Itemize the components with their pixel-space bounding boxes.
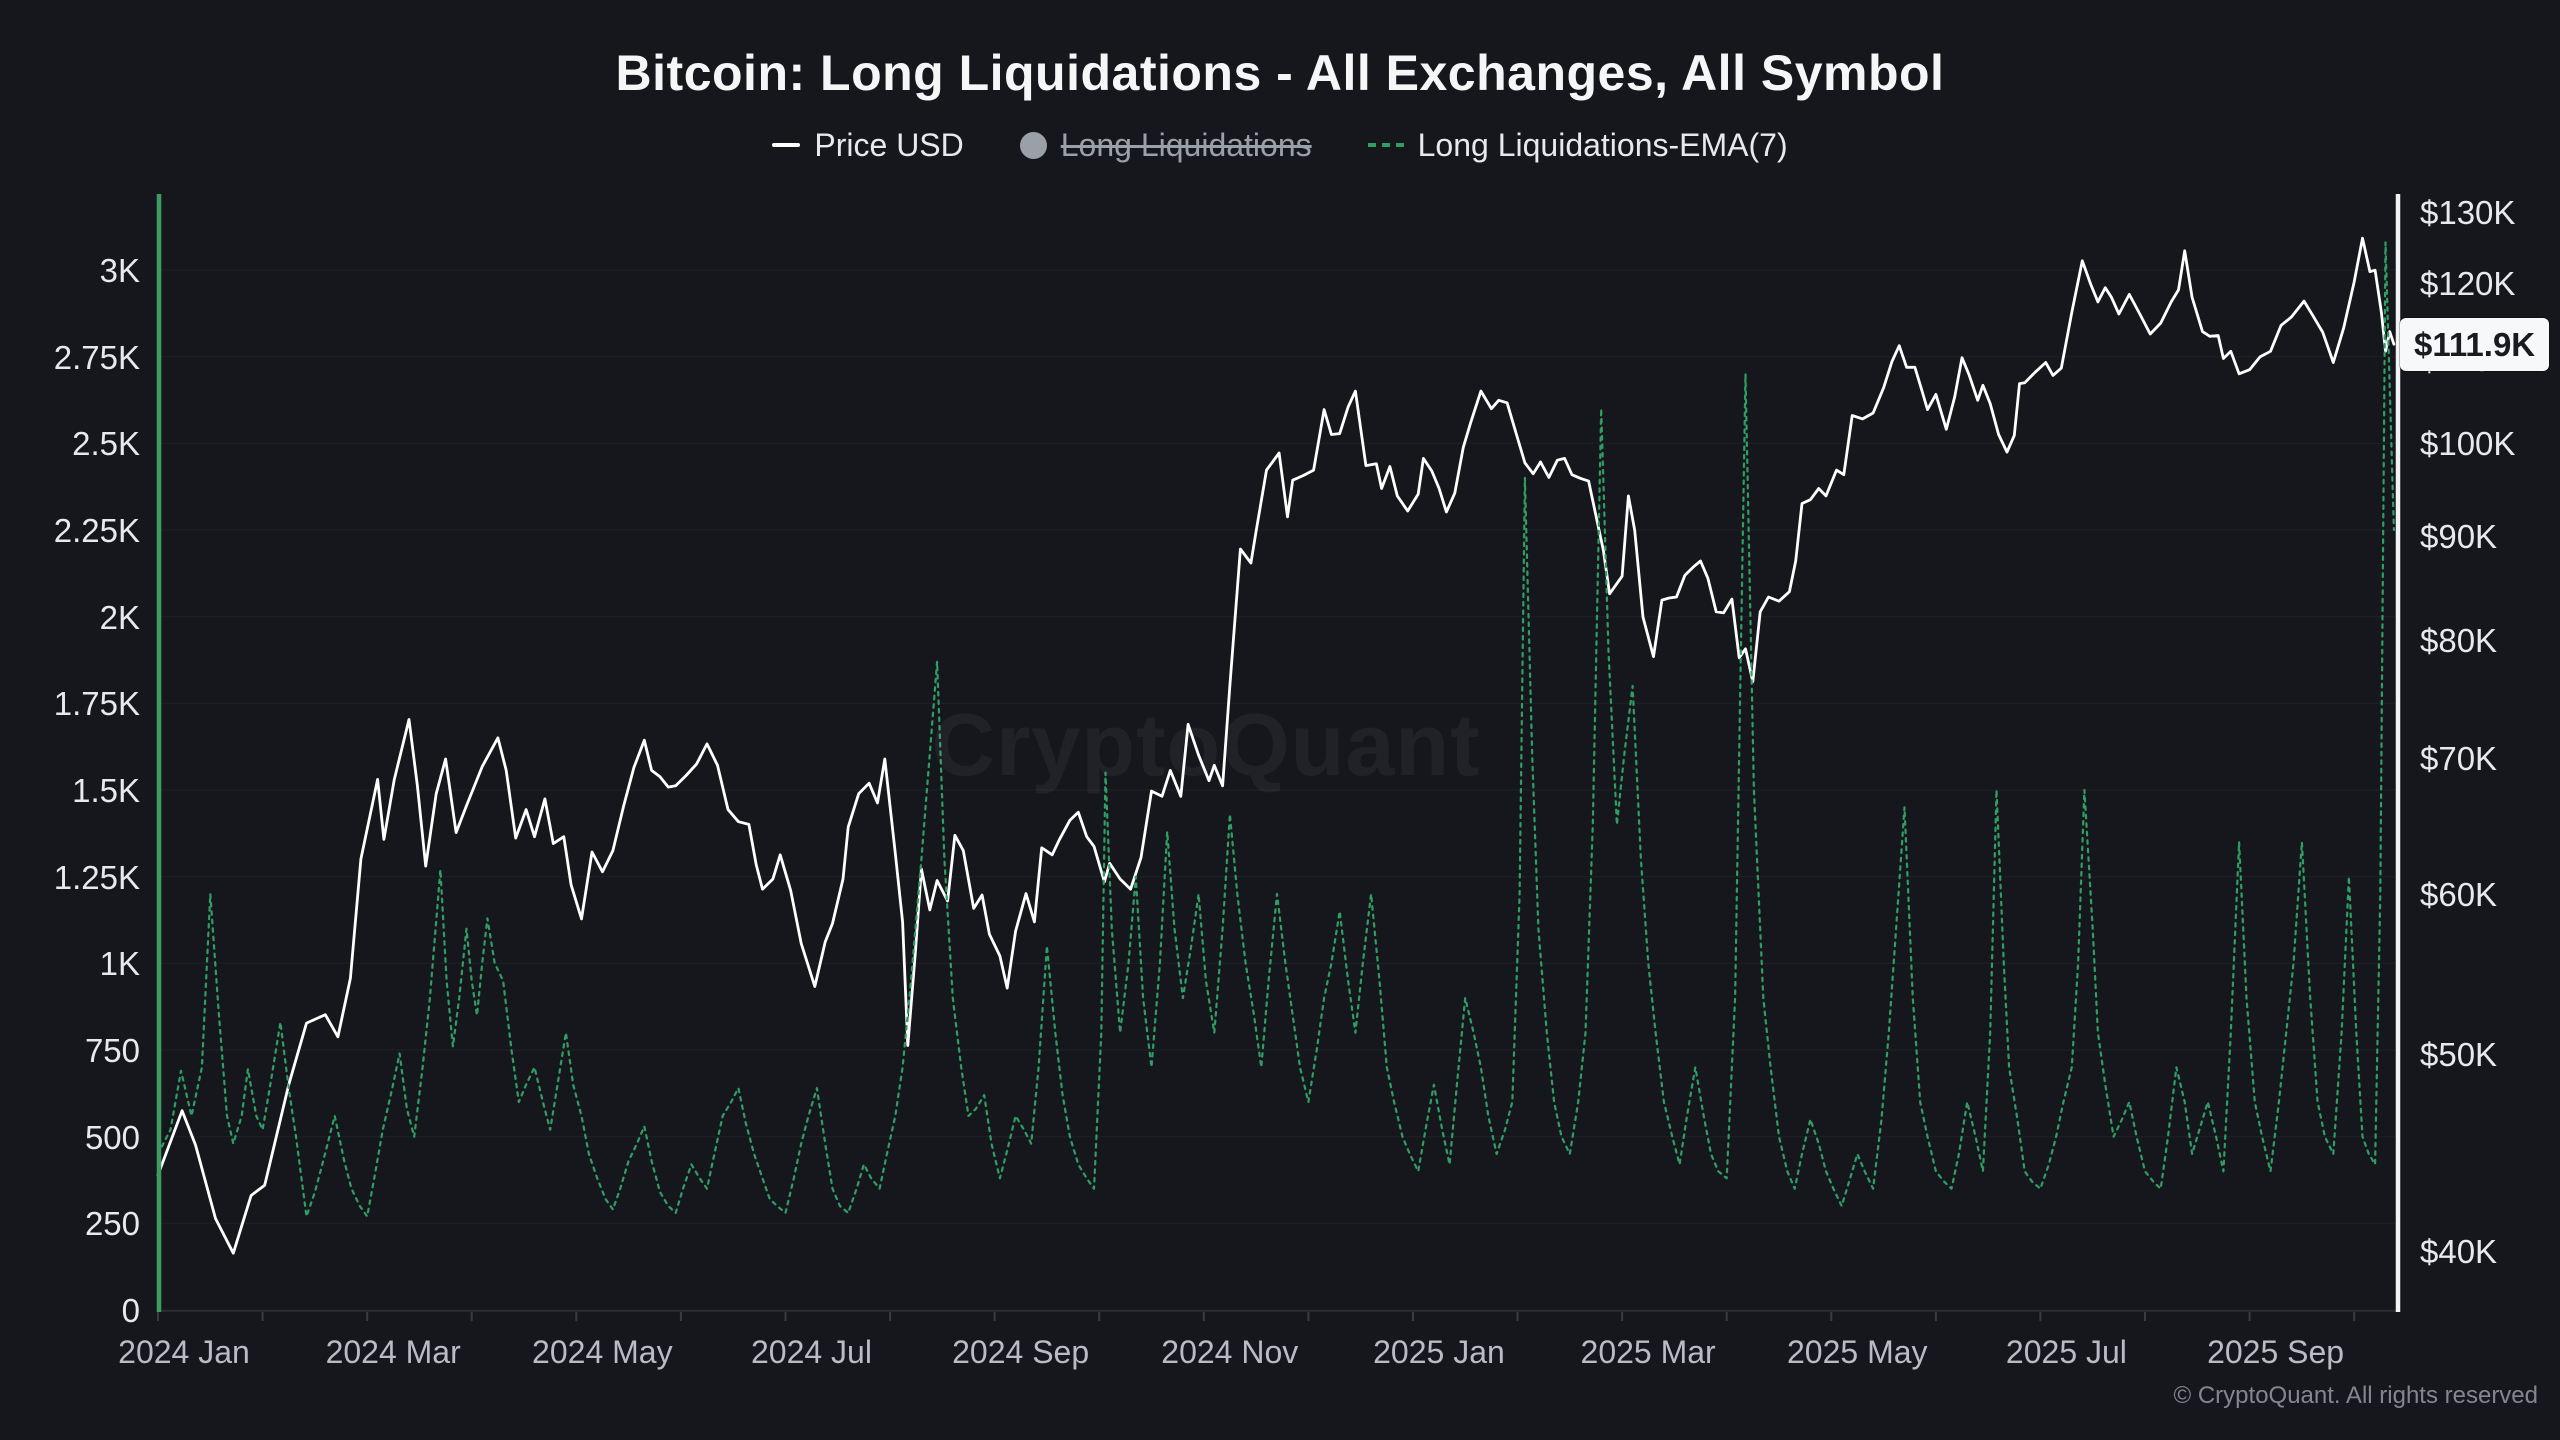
y-left-tick-label: 2.75K (53, 338, 140, 376)
y-left-tick-label: 2.5K (72, 425, 140, 463)
price-line (156, 236, 2396, 1255)
x-tick-label: 2024 Jan (118, 1334, 250, 1370)
x-tick-label: 2025 Jul (2005, 1334, 2127, 1370)
y-left-tick-label: 750 (84, 1032, 140, 1069)
y-right-tick-label: $40K (2420, 1233, 2498, 1270)
legend-item-long-liquidations-ema7[interactable]: Long Liquidations-EMA(7) (1367, 126, 1788, 164)
y-left-tick-label: 1.25K (53, 858, 140, 896)
y-right-tick-label: $90K (2420, 518, 2498, 556)
y-left-tick-label: 1.5K (72, 772, 140, 809)
y-left-tick-label: 1K (99, 945, 140, 983)
y-right-tick-label: $50K (2420, 1036, 2498, 1074)
x-tick-label: 2025 Mar (1580, 1334, 1716, 1370)
x-tick-label: 2025 Sep (2207, 1334, 2345, 1370)
ema-line (156, 241, 2395, 1218)
chart-title: Bitcoin: Long Liquidations - All Exchang… (615, 45, 1945, 101)
copyright-text: © CryptoQuant. All rights reserved (2173, 1382, 2539, 1409)
y-right-tick-label: $100K (2420, 425, 2516, 463)
legend-item-price-usd[interactable]: Price USD (772, 126, 964, 164)
y-right-tick-label: $60K (2420, 875, 2498, 913)
x-tick-label: 2024 May (532, 1334, 673, 1370)
legend-dashed-line-icon (1367, 143, 1404, 147)
y-left-tick-label: 250 (84, 1205, 140, 1243)
legend-item-long-liquidations[interactable]: Long Liquidations (1019, 126, 1312, 164)
y-left-tick-label: 0 (121, 1292, 140, 1329)
legend-label: Long Liquidations-EMA(7) (1417, 126, 1788, 163)
x-tick-label: 2025 May (1787, 1334, 1928, 1370)
latest-price-badge: $111.9K (2400, 318, 2550, 372)
y-right-tick-label: $120K (2420, 264, 2516, 302)
x-tick-label: 2024 Mar (325, 1334, 461, 1370)
legend-label: Long Liquidations (1060, 126, 1312, 163)
y-right-tick-label: $70K (2420, 739, 2498, 777)
legend: Price USD Long Liquidations Long Liquidati… (0, 118, 2560, 172)
y-left-tick-label: 2K (99, 598, 140, 636)
x-tick-label: 2024 Jul (750, 1334, 872, 1370)
legend-line-icon (772, 143, 801, 147)
y-left-tick-label: 500 (84, 1118, 140, 1156)
legend-label: Price USD (814, 126, 964, 163)
y-right-tick-label: $80K (2420, 621, 2498, 659)
x-tick-label: 2024 Sep (952, 1334, 1090, 1370)
y-left-tick-label: 3K (99, 252, 140, 289)
y-left-tick-label: 1.75K (53, 685, 140, 723)
x-tick-label: 2024 Nov (1161, 1334, 1299, 1370)
legend-circle-icon (1019, 131, 1047, 159)
x-tick-label: 2025 Jan (1373, 1334, 1505, 1370)
y-left-tick-label: 2.25K (53, 512, 140, 549)
y-right-tick-label: $130K (2420, 194, 2516, 231)
